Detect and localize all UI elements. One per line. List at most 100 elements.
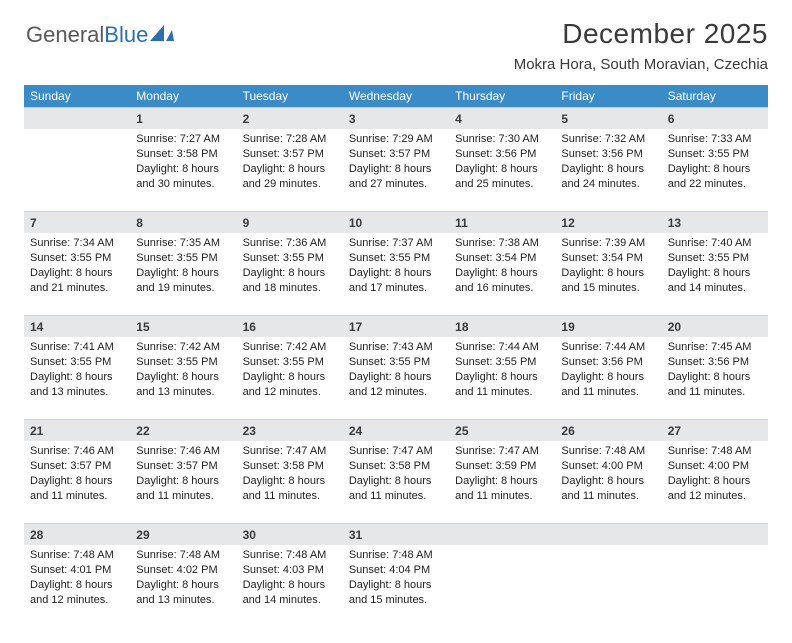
sunset-text: Sunset: 3:55 PM: [243, 251, 337, 266]
day-cell: Sunrise: 7:34 AMSunset: 3:55 PMDaylight:…: [24, 233, 130, 315]
day-info: Sunrise: 7:45 AMSunset: 3:56 PMDaylight:…: [668, 340, 762, 399]
day-number: 29: [136, 528, 149, 542]
day-number-row: 78910111213: [24, 211, 768, 233]
day-number-cell: 24: [343, 420, 449, 441]
day-info: Sunrise: 7:47 AMSunset: 3:59 PMDaylight:…: [455, 444, 549, 503]
day-cell: Sunrise: 7:38 AMSunset: 3:54 PMDaylight:…: [449, 233, 555, 315]
day-cell: Sunrise: 7:44 AMSunset: 3:55 PMDaylight:…: [449, 337, 555, 419]
day-number-cell: 29: [130, 524, 236, 545]
daylight-text: Daylight: 8 hours and 13 minutes.: [136, 370, 230, 400]
day-info: Sunrise: 7:38 AMSunset: 3:54 PMDaylight:…: [455, 236, 549, 295]
sunset-text: Sunset: 4:02 PM: [136, 563, 230, 578]
sunset-text: Sunset: 3:57 PM: [243, 147, 337, 162]
weekday-label: Thursday: [449, 85, 555, 107]
day-info: Sunrise: 7:48 AMSunset: 4:02 PMDaylight:…: [136, 548, 230, 607]
daylight-text: Daylight: 8 hours and 14 minutes.: [243, 578, 337, 608]
sunset-text: Sunset: 3:55 PM: [136, 251, 230, 266]
day-number-cell: 1: [130, 108, 236, 129]
sunrise-text: Sunrise: 7:46 AM: [30, 444, 124, 459]
day-info-row: Sunrise: 7:34 AMSunset: 3:55 PMDaylight:…: [24, 233, 768, 315]
sunset-text: Sunset: 3:55 PM: [349, 251, 443, 266]
sunset-text: Sunset: 3:58 PM: [136, 147, 230, 162]
day-number: 7: [30, 216, 37, 230]
day-number-cell: 11: [449, 212, 555, 233]
day-number: 6: [668, 112, 675, 126]
sunrise-text: Sunrise: 7:47 AM: [243, 444, 337, 459]
sunrise-text: Sunrise: 7:37 AM: [349, 236, 443, 251]
sunrise-text: Sunrise: 7:39 AM: [561, 236, 655, 251]
logo-text-part1: General: [26, 22, 104, 47]
day-info-row: Sunrise: 7:27 AMSunset: 3:58 PMDaylight:…: [24, 129, 768, 211]
daylight-text: Daylight: 8 hours and 11 minutes.: [243, 474, 337, 504]
day-cell: Sunrise: 7:43 AMSunset: 3:55 PMDaylight:…: [343, 337, 449, 419]
sunrise-text: Sunrise: 7:46 AM: [136, 444, 230, 459]
day-cell: [24, 129, 130, 211]
day-number-cell: 5: [555, 108, 661, 129]
sunrise-text: Sunrise: 7:42 AM: [136, 340, 230, 355]
day-number: 5: [561, 112, 568, 126]
day-number-cell: 18: [449, 316, 555, 337]
day-info: Sunrise: 7:37 AMSunset: 3:55 PMDaylight:…: [349, 236, 443, 295]
day-info: Sunrise: 7:48 AMSunset: 4:03 PMDaylight:…: [243, 548, 337, 607]
location-label: Mokra Hora, South Moravian, Czechia: [514, 56, 768, 73]
daylight-text: Daylight: 8 hours and 24 minutes.: [561, 162, 655, 192]
daylight-text: Daylight: 8 hours and 29 minutes.: [243, 162, 337, 192]
sunrise-text: Sunrise: 7:47 AM: [349, 444, 443, 459]
day-info: Sunrise: 7:33 AMSunset: 3:55 PMDaylight:…: [668, 132, 762, 191]
day-cell: Sunrise: 7:48 AMSunset: 4:01 PMDaylight:…: [24, 545, 130, 627]
day-cell: Sunrise: 7:28 AMSunset: 3:57 PMDaylight:…: [237, 129, 343, 211]
sunset-text: Sunset: 3:58 PM: [243, 459, 337, 474]
day-info: Sunrise: 7:36 AMSunset: 3:55 PMDaylight:…: [243, 236, 337, 295]
day-number: 26: [561, 424, 574, 438]
day-cell: Sunrise: 7:40 AMSunset: 3:55 PMDaylight:…: [662, 233, 768, 315]
sunrise-text: Sunrise: 7:48 AM: [30, 548, 124, 563]
day-cell: Sunrise: 7:48 AMSunset: 4:02 PMDaylight:…: [130, 545, 236, 627]
sunset-text: Sunset: 3:57 PM: [30, 459, 124, 474]
daylight-text: Daylight: 8 hours and 14 minutes.: [668, 266, 762, 296]
day-number-cell: 27: [662, 420, 768, 441]
weekday-label: Wednesday: [343, 85, 449, 107]
day-info: Sunrise: 7:30 AMSunset: 3:56 PMDaylight:…: [455, 132, 549, 191]
day-info: Sunrise: 7:48 AMSunset: 4:04 PMDaylight:…: [349, 548, 443, 607]
day-number-cell: 28: [24, 524, 130, 545]
calendar-page: GeneralBlue December 2025 Mokra Hora, So…: [0, 0, 792, 643]
sunset-text: Sunset: 4:04 PM: [349, 563, 443, 578]
day-number-row: 21222324252627: [24, 419, 768, 441]
daylight-text: Daylight: 8 hours and 11 minutes.: [30, 474, 124, 504]
day-cell: Sunrise: 7:32 AMSunset: 3:56 PMDaylight:…: [555, 129, 661, 211]
daylight-text: Daylight: 8 hours and 16 minutes.: [455, 266, 549, 296]
sunset-text: Sunset: 4:00 PM: [668, 459, 762, 474]
day-cell: Sunrise: 7:39 AMSunset: 3:54 PMDaylight:…: [555, 233, 661, 315]
day-cell: Sunrise: 7:48 AMSunset: 4:04 PMDaylight:…: [343, 545, 449, 627]
sunrise-text: Sunrise: 7:29 AM: [349, 132, 443, 147]
day-info-row: Sunrise: 7:48 AMSunset: 4:01 PM Daylight:…: [24, 545, 768, 627]
day-number: 11: [455, 216, 468, 230]
sunset-text: Sunset: 3:55 PM: [668, 251, 762, 266]
day-number: 16: [243, 320, 256, 334]
day-number: 1: [136, 112, 143, 126]
sunrise-text: Sunrise: 7:44 AM: [455, 340, 549, 355]
day-number-cell: 26: [555, 420, 661, 441]
day-cell: Sunrise: 7:47 AMSunset: 3:59 PMDaylight:…: [449, 441, 555, 523]
day-number-cell: 22: [130, 420, 236, 441]
day-number: 22: [136, 424, 149, 438]
day-number: 19: [561, 320, 574, 334]
sunset-text: Sunset: 4:01 PM: [30, 563, 124, 578]
day-info: Sunrise: 7:46 AMSunset: 3:57 PMDaylight:…: [30, 444, 124, 503]
day-cell: Sunrise: 7:45 AMSunset: 3:56 PMDaylight:…: [662, 337, 768, 419]
day-cell: [449, 545, 555, 627]
sunrise-text: Sunrise: 7:44 AM: [561, 340, 655, 355]
daylight-text: Daylight: 8 hours and 21 minutes.: [30, 266, 124, 296]
day-cell: [555, 545, 661, 627]
day-number-cell: 17: [343, 316, 449, 337]
daylight-text: Daylight: 8 hours and 19 minutes.: [136, 266, 230, 296]
day-info: Sunrise: 7:40 AMSunset: 3:55 PMDaylight:…: [668, 236, 762, 295]
day-cell: Sunrise: 7:42 AMSunset: 3:55 PMDaylight:…: [130, 337, 236, 419]
day-number: 12: [561, 216, 574, 230]
day-cell: Sunrise: 7:42 AMSunset: 3:55 PMDaylight:…: [237, 337, 343, 419]
day-cell: Sunrise: 7:44 AMSunset: 3:56 PMDaylight:…: [555, 337, 661, 419]
sunrise-text: Sunrise: 7:36 AM: [243, 236, 337, 251]
sunset-text: Sunset: 3:55 PM: [30, 355, 124, 370]
day-info: Sunrise: 7:47 AMSunset: 3:58 PMDaylight:…: [349, 444, 443, 503]
day-number-row: 28293031: [24, 523, 768, 545]
